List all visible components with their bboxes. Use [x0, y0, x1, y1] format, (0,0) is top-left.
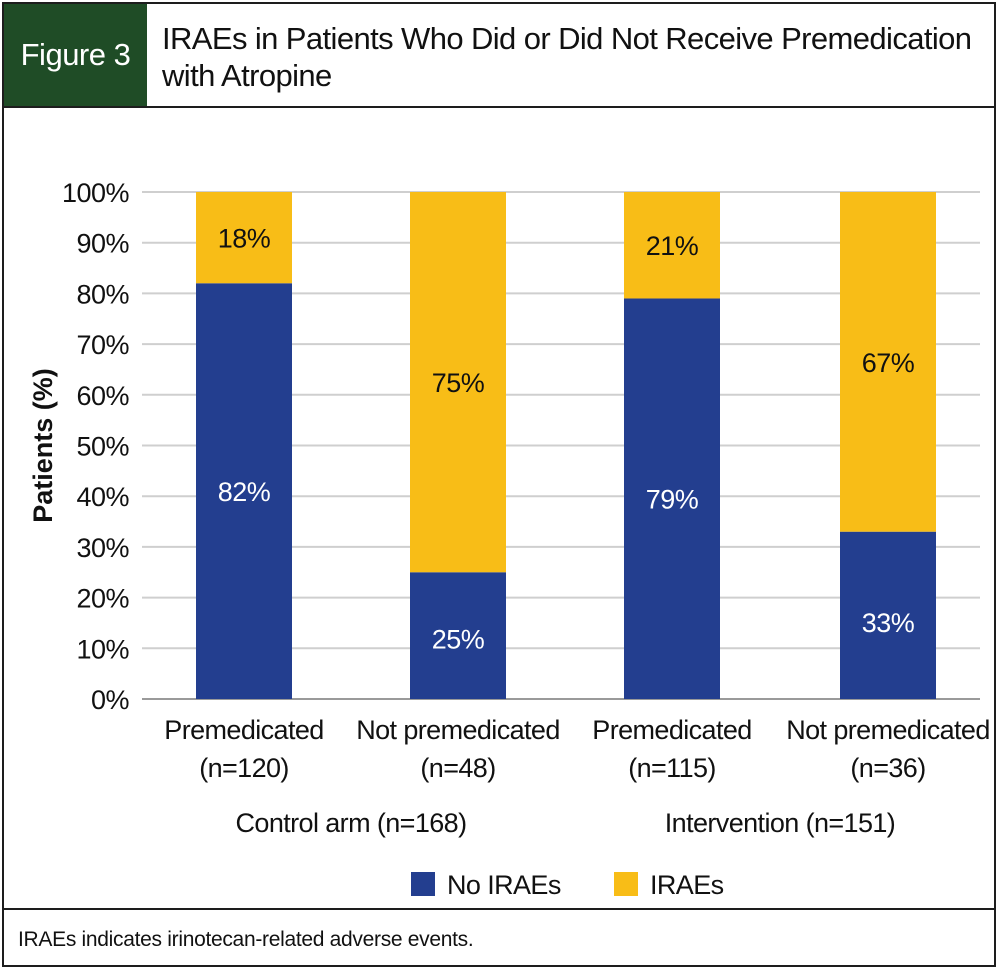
category-label: Premedicated	[164, 715, 323, 745]
data-label: 67%	[862, 348, 915, 378]
bar-segment-no-iraes	[840, 531, 936, 699]
bar-segment-iraes	[840, 192, 936, 532]
category-label: Not premedicated	[786, 715, 990, 745]
figure-footer: IRAEs indicates irinotecan-related adver…	[4, 908, 994, 965]
y-tick-label: 80%	[76, 279, 129, 309]
group-label: Control arm (n=168)	[236, 808, 467, 838]
legend-swatch	[411, 872, 435, 896]
category-label: (n=48)	[420, 753, 495, 783]
group-label: Intervention (n=151)	[665, 808, 895, 838]
bar-segment-iraes	[624, 192, 720, 299]
y-tick-label: 60%	[76, 381, 129, 411]
stacked-bar-chart: 0% 10% 20% 30% 40% 50% 60% 70% 80% 90% 100% Patient…	[28, 178, 990, 900]
figure-title: IRAEs in Patients Who Did or Did Not Rec…	[162, 21, 972, 93]
category-label: (n=120)	[199, 753, 289, 783]
y-tick-label: 20%	[76, 584, 129, 614]
category-label: Premedicated	[592, 715, 751, 745]
category-label: Not premedicated	[356, 715, 560, 745]
data-label: 18%	[218, 224, 271, 254]
bar-segment-no-iraes	[196, 283, 292, 699]
bar-segment-no-iraes	[410, 572, 506, 699]
y-tick-label: 10%	[76, 634, 129, 664]
chart-area: 0% 10% 20% 30% 40% 50% 60% 70% 80% 90% 100% Patient…	[4, 108, 994, 912]
y-tick-label: 30%	[76, 533, 129, 563]
bar-segment-iraes	[196, 192, 292, 284]
figure-label: Figure 3	[4, 4, 147, 106]
data-label: 33%	[862, 608, 915, 638]
data-label: 79%	[646, 485, 699, 515]
data-label: 21%	[646, 231, 699, 261]
y-tick-label: 90%	[76, 229, 129, 259]
footnote: IRAEs indicates irinotecan-related adver…	[18, 928, 474, 951]
bar-segment-no-iraes	[624, 298, 720, 699]
category-label: (n=36)	[850, 753, 925, 783]
y-tick-label: 40%	[76, 482, 129, 512]
data-label: 82%	[218, 477, 271, 507]
y-tick-label: 0%	[91, 685, 130, 715]
legend-label: No IRAEs	[447, 870, 561, 900]
y-tick-label: 50%	[76, 432, 129, 462]
figure-header: Figure 3 IRAEs in Patients Who Did or Di…	[4, 4, 994, 108]
category-label: (n=115)	[628, 753, 716, 783]
data-label: 75%	[432, 368, 485, 398]
legend-swatch	[614, 872, 638, 896]
y-tick-label: 70%	[76, 330, 129, 360]
y-tick-label: 100%	[62, 178, 130, 208]
data-label: 25%	[432, 624, 485, 654]
y-axis-title: Patients (%)	[28, 368, 58, 523]
legend-label: IRAEs	[650, 870, 724, 900]
bar-segment-iraes	[410, 192, 506, 573]
